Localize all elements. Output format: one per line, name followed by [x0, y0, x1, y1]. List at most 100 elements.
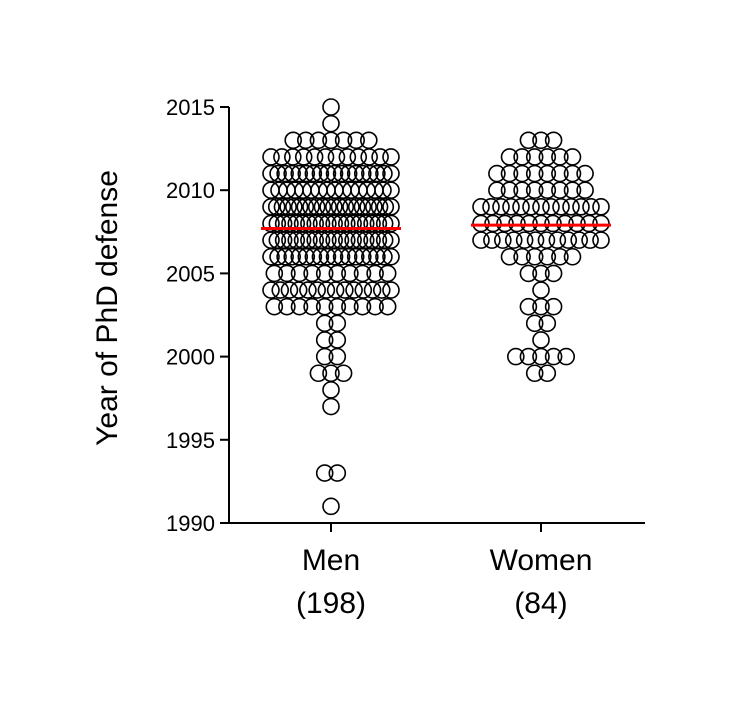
data-point-men: [363, 214, 381, 233]
data-point-men: [328, 331, 347, 349]
data-point-men: [281, 214, 299, 233]
data-point-women: [552, 198, 570, 216]
data-point-women: [532, 331, 550, 349]
data-point-women: [532, 131, 550, 150]
data-point-women: [548, 231, 567, 249]
data-point-women: [519, 131, 538, 150]
data-point-men: [378, 264, 397, 283]
y-tick-label: 2005: [166, 261, 215, 286]
data-point-women: [500, 247, 519, 266]
data-point-men: [309, 364, 328, 383]
data-point-women: [513, 247, 531, 266]
data-point-men: [296, 131, 315, 150]
data-point-women: [525, 364, 544, 383]
data-point-men: [353, 198, 372, 216]
data-point-men: [262, 281, 280, 299]
data-point-women: [532, 198, 550, 216]
data-point-women: [525, 148, 544, 166]
data-point-men: [284, 131, 303, 150]
data-point-women: [538, 364, 557, 383]
data-point-women: [526, 231, 545, 249]
data-point-men: [347, 198, 366, 216]
data-point-women: [544, 347, 563, 366]
data-point-women: [492, 198, 510, 216]
data-point-men: [276, 164, 294, 183]
data-point-women: [537, 231, 556, 249]
data-point-men: [361, 247, 379, 266]
data-point-men: [334, 364, 353, 383]
data-point-women: [519, 264, 538, 283]
data-point-men: [289, 281, 308, 299]
data-point-women: [508, 214, 526, 233]
data-point-women: [551, 164, 569, 183]
data-point-men: [353, 264, 372, 283]
data-point-men: [316, 148, 335, 166]
category-label-men: Men: [302, 544, 360, 577]
data-point-women: [544, 264, 563, 283]
data-point-men: [273, 198, 292, 216]
data-point-men: [353, 247, 372, 266]
data-point-men: [287, 214, 306, 233]
y-tick-label: 1990: [166, 511, 215, 536]
data-point-women: [563, 247, 582, 266]
data-point-men: [278, 264, 296, 283]
data-point-men: [325, 164, 344, 183]
data-point-women: [544, 131, 563, 150]
data-point-women: [500, 148, 519, 166]
data-point-women: [522, 198, 540, 216]
data-point-men: [290, 164, 309, 183]
data-point-women: [556, 214, 574, 233]
data-point-men: [382, 148, 400, 166]
data-point-men: [265, 297, 284, 316]
data-point-men: [315, 314, 334, 333]
data-point-men: [297, 164, 316, 183]
data-point-men: [366, 264, 384, 283]
data-point-men: [371, 148, 389, 166]
data-point-men: [366, 297, 384, 316]
data-point-men: [332, 164, 351, 183]
data-point-women: [482, 198, 500, 216]
data-point-women: [576, 181, 594, 199]
data-point-women: [544, 297, 563, 316]
data-point-women: [500, 164, 519, 183]
data-point-men: [271, 281, 290, 299]
data-point-women: [538, 247, 557, 266]
data-point-women: [500, 181, 519, 199]
data-point-men: [330, 198, 349, 216]
data-point-women: [488, 181, 506, 199]
points-layer: [262, 98, 610, 516]
data-point-men: [262, 148, 280, 166]
data-point-women: [513, 148, 531, 166]
data-point-men: [322, 397, 340, 416]
data-point-women: [519, 297, 538, 316]
category-count-women: (84): [514, 587, 567, 620]
data-point-women: [538, 181, 557, 199]
data-point-men: [341, 297, 359, 316]
data-point-men: [296, 198, 315, 216]
data-point-men: [269, 164, 287, 183]
data-point-men: [315, 347, 334, 366]
data-point-women: [563, 164, 582, 183]
data-point-women: [532, 297, 550, 316]
category-labels: Men (198) Women (84): [296, 544, 592, 620]
data-point-women: [513, 181, 531, 199]
data-point-men: [290, 247, 309, 266]
data-point-men: [307, 198, 326, 216]
data-point-men: [293, 214, 312, 233]
data-point-men: [345, 281, 363, 299]
data-point-men: [303, 264, 321, 283]
data-point-women: [580, 214, 598, 233]
data-point-women: [525, 164, 544, 183]
data-point-women: [592, 214, 610, 233]
data-point-men: [356, 214, 375, 233]
data-point-women: [576, 164, 594, 183]
data-point-women: [559, 231, 578, 249]
data-point-women: [570, 231, 588, 249]
category-label-women: Women: [490, 544, 593, 577]
data-point-men: [346, 247, 365, 266]
data-point-men: [315, 297, 334, 316]
data-point-men: [317, 281, 336, 299]
data-point-men: [341, 264, 359, 283]
data-point-men: [305, 148, 324, 166]
